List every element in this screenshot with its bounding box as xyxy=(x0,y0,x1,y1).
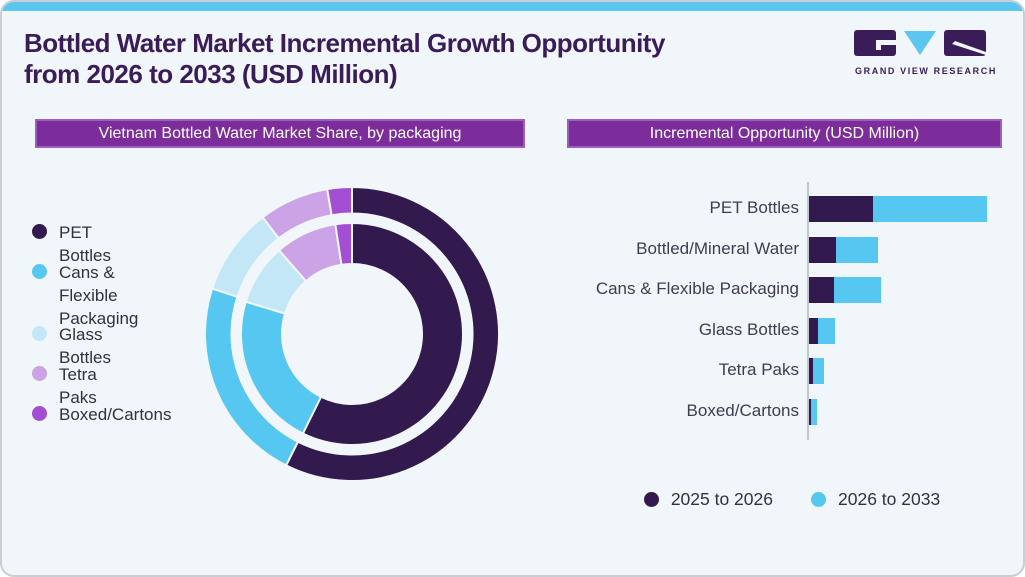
donut-chart xyxy=(204,185,501,482)
donut-legend-item: Glass Bottles xyxy=(32,323,111,369)
bar-segment-2025-to-2026 xyxy=(809,317,818,344)
right-chart-title-banner: Incremental Opportunity (USD Million) xyxy=(567,119,1002,148)
page-title-line2: from 2026 to 2033 (USD Million) xyxy=(24,59,398,89)
bar-chart-axis-line xyxy=(807,182,809,440)
bar-segment-2026-to-2033 xyxy=(873,196,987,222)
bar-row: Cans & Flexible Packaging xyxy=(567,277,1017,304)
bar-segment-2026-to-2033 xyxy=(813,358,825,385)
donut-legend-label: Glass Bottles xyxy=(59,325,111,367)
donut-slice-outer-ring-pet-bottles xyxy=(284,185,501,482)
page-title-line1: Bottled Water Market Incremental Growth … xyxy=(24,28,665,58)
bar-segment-2026-to-2033 xyxy=(836,236,879,263)
donut-slice-outer-ring-boxed-cartons xyxy=(326,185,353,217)
bar-legend-label: 2026 to 2033 xyxy=(838,489,941,509)
donut-legend-item: Tetra Paks xyxy=(32,363,97,409)
donut-legend-label: Tetra Paks xyxy=(59,365,97,407)
bar-segment-2025-to-2026 xyxy=(809,196,874,222)
bar-chart-legend: 2025 to 2026 2026 to 2033 xyxy=(567,489,1017,510)
bar-legend-item: 2025 to 2026 xyxy=(643,489,773,510)
donut-legend-label: PET Bottles xyxy=(59,223,111,265)
bar-row: Tetra Paks xyxy=(567,358,1017,385)
bar-category-label: Tetra Paks xyxy=(718,360,799,380)
grand-view-research-logo: GRAND VIEW RESEARCH xyxy=(851,28,1001,76)
bar-category-label: PET Bottles xyxy=(709,198,799,217)
bar-segment-2026-to-2033 xyxy=(834,277,881,304)
bar-stack xyxy=(809,196,987,222)
bar-stack xyxy=(809,358,825,385)
donut-legend-label: Cans & Flexible Packaging xyxy=(59,263,139,328)
bar-row: Bottled/Mineral Water xyxy=(567,236,1017,263)
legend-dot-icon xyxy=(32,406,47,421)
bar-segment-2025-to-2026 xyxy=(809,236,837,263)
bar-category-label: Glass Bottles xyxy=(698,319,799,339)
donut-slice-inner-ring-boxed-cartons xyxy=(334,221,353,266)
bar-segment-2025-to-2026 xyxy=(809,277,835,304)
donut-slice-inner-ring-pet-bottles xyxy=(301,221,464,446)
bar-category-label: Cans & Flexible Packaging xyxy=(595,279,799,299)
bar-row: Boxed/Cartons xyxy=(567,399,1017,425)
left-chart-title-banner: Vietnam Bottled Water Market Share, by p… xyxy=(35,119,525,148)
donut-legend-item: PET Bottles xyxy=(32,221,111,267)
gvr-logo-icon xyxy=(854,30,986,56)
donut-legend-label: Boxed/Cartons xyxy=(59,405,172,424)
bar-row: PET Bottles xyxy=(567,196,1017,222)
bar-stack xyxy=(809,277,881,304)
top-accent-bar xyxy=(2,2,1023,11)
legend-dot-icon xyxy=(811,492,826,507)
legend-dot-icon xyxy=(32,224,47,239)
bar-segment-2026-to-2033 xyxy=(817,317,835,344)
bar-segment-2025-to-2026 xyxy=(809,358,814,385)
legend-dot-icon xyxy=(32,264,47,279)
donut-legend-item: Cans & Flexible Packaging xyxy=(32,261,138,330)
bar-legend-label: 2025 to 2026 xyxy=(670,489,773,509)
gvr-logo-text: GRAND VIEW RESEARCH xyxy=(855,66,997,76)
bar-category-label: Boxed/Cartons xyxy=(686,401,799,420)
legend-dot-icon xyxy=(32,326,47,341)
bar-stack xyxy=(809,317,835,344)
bar-segment-2026-to-2033 xyxy=(811,399,817,425)
page-title: Bottled Water Market Incremental Growth … xyxy=(24,28,665,90)
bar-stack xyxy=(809,399,817,425)
bar-row: Glass Bottles xyxy=(567,317,1017,344)
bar-segment-2025-to-2026 xyxy=(809,399,812,425)
bar-category-label: Bottled/Mineral Water xyxy=(636,238,799,258)
bar-legend-item: 2026 to 2033 xyxy=(811,489,940,510)
legend-dot-icon xyxy=(32,366,47,381)
bar-chart: PET Bottles Bottled/Mineral Water Cans & F… xyxy=(567,182,1017,444)
donut-legend-item: Boxed/Cartons xyxy=(32,403,171,426)
bar-stack xyxy=(809,236,879,263)
legend-dot-icon xyxy=(643,492,659,507)
